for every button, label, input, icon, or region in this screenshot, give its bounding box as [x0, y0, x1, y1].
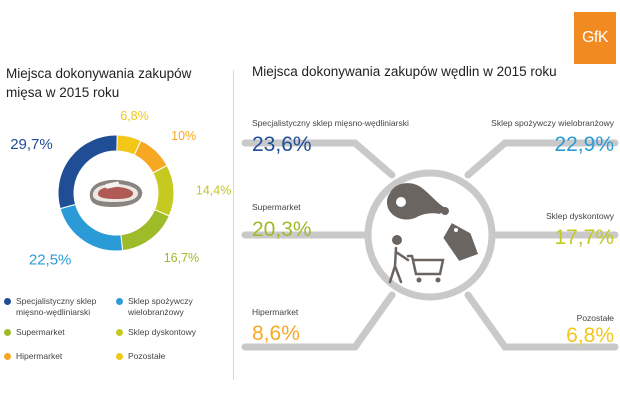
label-supermarket: Supermarket	[252, 202, 301, 212]
legend-label: Sklep spożywczy wielobranżowy	[128, 296, 193, 317]
legend-label: Specjalistyczny sklep mięsno-wędliniarsk…	[16, 296, 97, 317]
donut-slice	[120, 208, 170, 252]
legend-label: Hipermarket	[16, 351, 63, 361]
legend-item-hipermarket: Hipermarket	[4, 351, 114, 362]
legend-dot	[4, 353, 11, 360]
donut-slice-label: 6,8%	[120, 109, 149, 123]
connector-lines	[241, 139, 619, 351]
legend-item-spozywczy: Sklep spożywczy wielobranżowy	[116, 296, 226, 318]
label-dyskontowy: Sklep dyskontowy	[545, 211, 614, 221]
donut-slice	[57, 134, 118, 210]
label-spozywczy: Sklep spożywczy wielobranżowy	[491, 118, 614, 128]
meat-donut-chart: 6,8% 10% 14,4% 16,7% 22,5% 29,7%	[10, 109, 231, 268]
value-supermarket: 20,3%	[252, 218, 312, 241]
donut-slice	[152, 164, 175, 217]
donut-slice-label: 16,7%	[164, 251, 199, 265]
meat-steak-icon	[89, 179, 143, 207]
label-pozostale: Pozostałe	[576, 313, 614, 323]
cold-cuts-hub-graphic	[241, 139, 619, 351]
legend-dot	[116, 353, 123, 360]
donut-slice-label: 29,7%	[10, 136, 53, 153]
value-spozywczy: 22,9%	[554, 133, 614, 156]
legend-dot	[4, 298, 11, 305]
legend-item-supermarket: Supermarket	[4, 327, 114, 338]
donut-slice-label: 10%	[171, 129, 196, 143]
right-chart-title: Miejsca dokonywania zakupów wędlin w 201…	[252, 64, 557, 79]
divider	[233, 70, 234, 380]
legend-dot	[116, 298, 123, 305]
price-tag-icon	[443, 223, 478, 261]
legend-item-pozostale: Pozostałe	[116, 351, 226, 362]
value-pozostale: 6,8%	[566, 324, 614, 347]
legend-label: Pozostałe	[128, 351, 166, 361]
left-chart-title: Miejsca dokonywania zakupów mięsa w 2015…	[6, 66, 192, 100]
legend-label: Sklep dyskontowy	[128, 327, 197, 337]
gfk-logo: GfK	[574, 12, 616, 64]
donut-slice-label: 14,4%	[196, 183, 231, 197]
legend-label: Supermarket	[16, 327, 65, 337]
value-hipermarket: 8,6%	[252, 322, 300, 345]
value-specjalistyczny: 23,6%	[252, 133, 312, 156]
legend-item-specjalistyczny: Specjalistyczny sklep mięsno-wędliniarsk…	[4, 296, 114, 318]
hub-circle	[364, 169, 496, 301]
label-specjalistyczny: Specjalistyczny sklep mięsno-wędliniarsk…	[252, 118, 409, 128]
donut-slice	[59, 203, 124, 252]
ham-icon	[386, 183, 449, 220]
label-hipermarket: Hipermarket	[252, 307, 299, 317]
legend-dot	[4, 329, 11, 336]
legend-item-dyskontowy: Sklep dyskontowy	[116, 327, 226, 338]
donut-slice-label: 22,5%	[29, 251, 72, 268]
shopping-cart-icon	[388, 235, 445, 284]
legend-dot	[116, 329, 123, 336]
value-dyskontowy: 17,7%	[554, 226, 614, 249]
